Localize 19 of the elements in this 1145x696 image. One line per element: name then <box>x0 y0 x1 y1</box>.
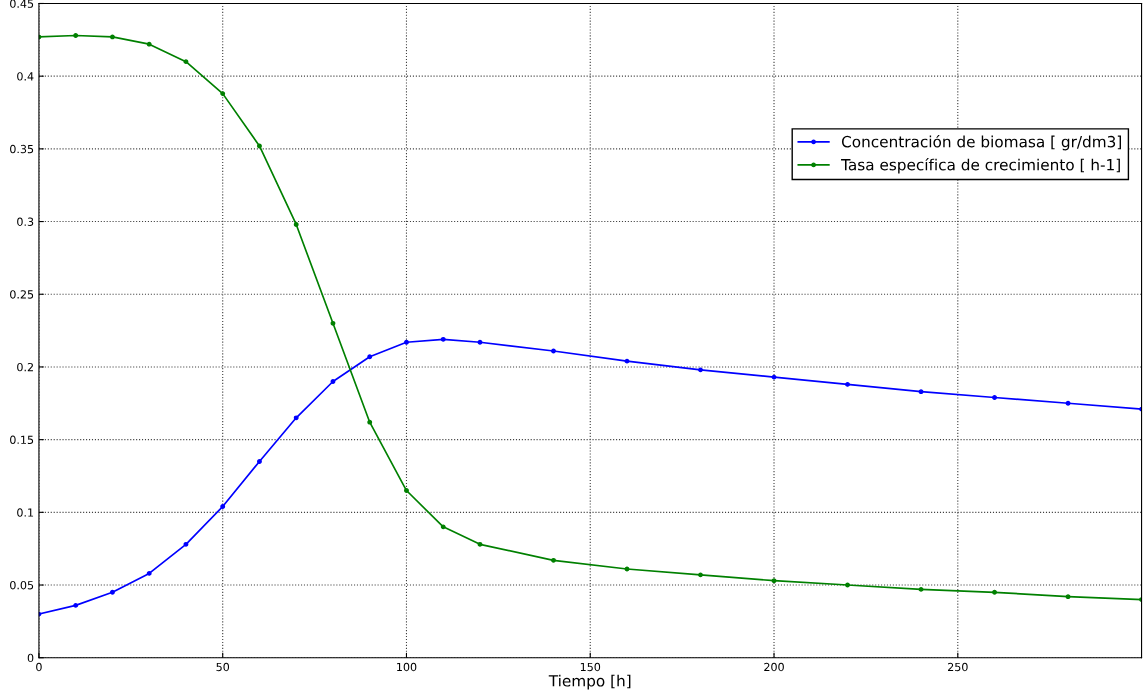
y-tick-label: 0.4 <box>17 72 34 81</box>
y-tick-label: 0.35 <box>10 144 34 154</box>
y-tick-label: 0.2 <box>17 362 33 372</box>
x-tick-label: 50 <box>216 662 230 672</box>
y-tick-label: 0.15 <box>10 435 34 445</box>
legend-label: Concentración de biomasa [ gr/dm3] <box>841 134 1121 151</box>
x-tick-label: 0 <box>36 662 42 672</box>
y-tick-label: 0 <box>27 653 34 663</box>
y-tick-label: 0.05 <box>10 581 34 590</box>
legend-label: Tasa específica de crecimiento [ h-1] <box>841 158 1120 174</box>
x-tick-label: 250 <box>948 662 968 672</box>
y-tick-label: 0.3 <box>17 217 34 226</box>
x-axis-title: Tiempo [h] <box>548 674 631 690</box>
x-tick-label: 200 <box>764 662 784 672</box>
y-tick-label: 0.45 <box>10 0 34 8</box>
y-tick-label: 0.1 <box>17 508 34 517</box>
y-tick-label: 0.25 <box>10 290 34 299</box>
x-tick-label: 150 <box>580 662 601 672</box>
x-tick-label: 100 <box>397 662 417 672</box>
